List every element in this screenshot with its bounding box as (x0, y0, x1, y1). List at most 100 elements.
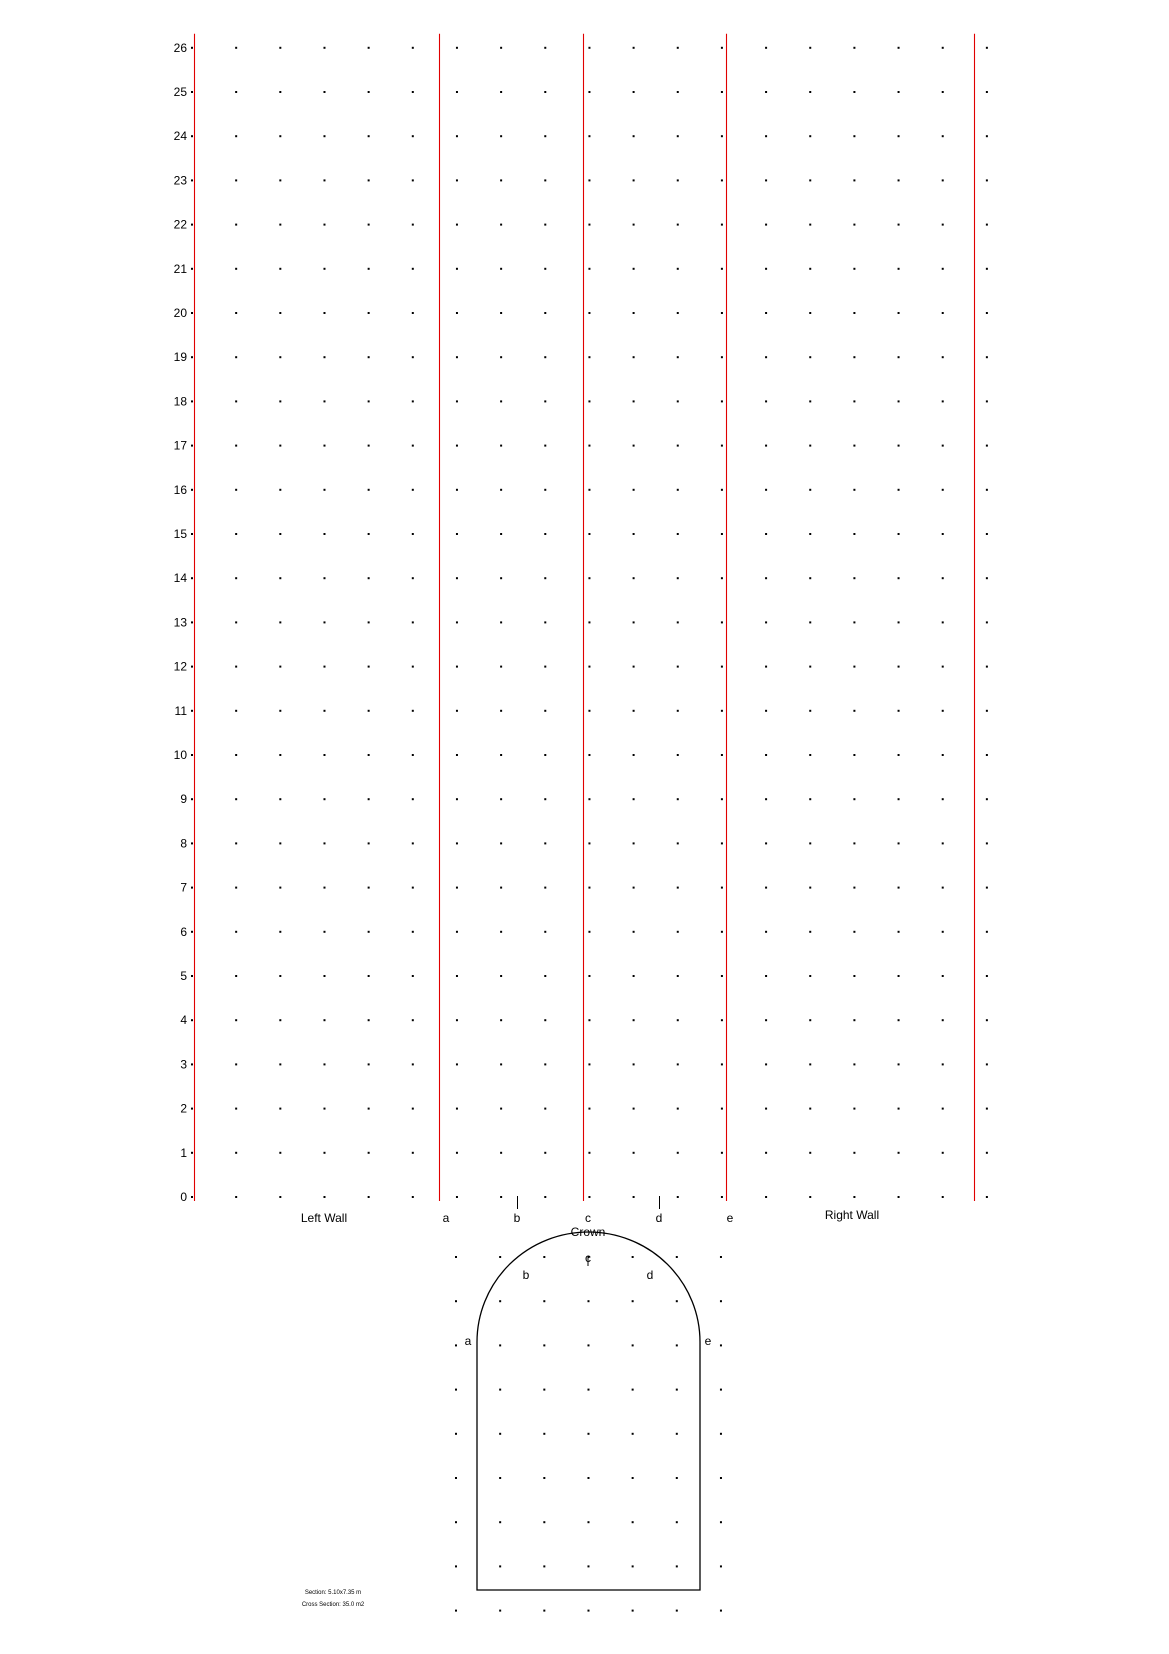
grid-dot (279, 754, 282, 756)
grid-dot (720, 975, 723, 977)
section-dimensions-text: Section: 5.10x7.35 m (305, 1590, 361, 1596)
grid-dot (765, 356, 768, 359)
grid-dot (941, 577, 944, 580)
grid-dot (411, 46, 414, 49)
grid-dot (455, 223, 458, 226)
grid-dot (588, 1063, 591, 1066)
y-tick-label: 5 (180, 969, 187, 983)
grid-dot (985, 267, 988, 270)
grid-dot (676, 754, 679, 756)
crown-point-label: a (443, 1211, 450, 1225)
cross-section-dot (499, 1477, 502, 1479)
cross-section-dot (631, 1565, 634, 1568)
grid-dot (323, 798, 326, 801)
grid-dot (853, 1063, 856, 1066)
grid-dot (367, 930, 370, 933)
grid-dot (455, 709, 458, 712)
grid-dot (809, 312, 812, 314)
grid-dot (809, 577, 812, 580)
grid-dot (235, 533, 238, 535)
grid-dot (455, 91, 458, 93)
grid-dot (367, 179, 370, 182)
grid-dot (544, 1063, 547, 1066)
grid-dot (544, 312, 547, 314)
grid-dot (588, 533, 591, 535)
grid-dot (411, 444, 414, 447)
grid-dot (720, 1151, 723, 1154)
grid-dot (720, 46, 723, 49)
grid-dot (985, 400, 988, 403)
grid-dot (632, 798, 635, 801)
grid-dot (720, 798, 723, 801)
crown-point-ticks (517, 1196, 660, 1209)
grid-dot (455, 621, 458, 624)
grid-dot (279, 1019, 282, 1022)
grid-dot (367, 1196, 370, 1198)
grid-dot (367, 400, 370, 403)
grid-dot (411, 488, 414, 491)
y-tick-label: 0 (180, 1190, 187, 1204)
grid-dot (853, 267, 856, 270)
cross-section-dot (455, 1256, 457, 1258)
grid-dot (897, 400, 900, 403)
grid-dot (676, 1063, 679, 1066)
cross-section-dot (675, 1256, 678, 1258)
grid-dot (544, 1019, 547, 1022)
grid-dot (897, 91, 900, 93)
grid-dot (411, 267, 414, 270)
grid-dot (411, 842, 414, 845)
grid-dot (720, 267, 723, 270)
grid-dot (411, 400, 414, 403)
cross-section-dot (719, 1344, 722, 1347)
grid-dot (544, 488, 547, 491)
grid-dot (323, 179, 326, 182)
grid-dot (279, 356, 282, 359)
grid-dot (323, 488, 326, 491)
y-tick-label: 6 (180, 925, 187, 939)
grid-dot (941, 754, 944, 756)
grid-dot (853, 1151, 856, 1154)
grid-dot (720, 223, 723, 226)
grid-dot (279, 886, 282, 889)
cross-section-dot (631, 1388, 634, 1391)
grid-dot (323, 1196, 326, 1198)
grid-dot (897, 46, 900, 49)
grid-dot (323, 621, 326, 624)
grid-dot (632, 930, 635, 933)
grid-dot (544, 1151, 547, 1154)
grid-dot (544, 1196, 547, 1198)
grid-dot (941, 975, 944, 977)
grid-dot (676, 533, 679, 535)
grid-dot (411, 91, 414, 93)
grid-dot (588, 1196, 591, 1198)
grid-dot (279, 267, 282, 270)
grid-dot (765, 533, 768, 535)
grid-dot (809, 842, 812, 845)
grid-dot (588, 46, 591, 49)
grid-dot (765, 842, 768, 845)
grid-dot (411, 1063, 414, 1066)
grid-dot (279, 577, 282, 580)
grid-dot (985, 444, 988, 447)
grid-dot (279, 444, 282, 447)
cross-section-dot (455, 1344, 457, 1347)
grid-dot (500, 223, 503, 226)
profile-point-label: c (585, 1251, 591, 1265)
profile-point-label: b (523, 1268, 530, 1282)
grid-dot (191, 267, 193, 270)
grid-dot (765, 267, 768, 270)
grid-dot (367, 1107, 370, 1110)
cross-section-dot (631, 1609, 634, 1612)
grid-dot (367, 223, 370, 226)
grid-dot (632, 312, 635, 314)
grid-dot (941, 91, 944, 93)
cross-section-dot (675, 1521, 678, 1524)
grid-dot (985, 665, 988, 668)
grid-dot (411, 223, 414, 226)
grid-dot (809, 135, 812, 138)
grid-dot (191, 312, 193, 314)
grid-dot (588, 709, 591, 712)
crown-point-label: e (727, 1211, 734, 1225)
grid-dot (676, 135, 679, 138)
